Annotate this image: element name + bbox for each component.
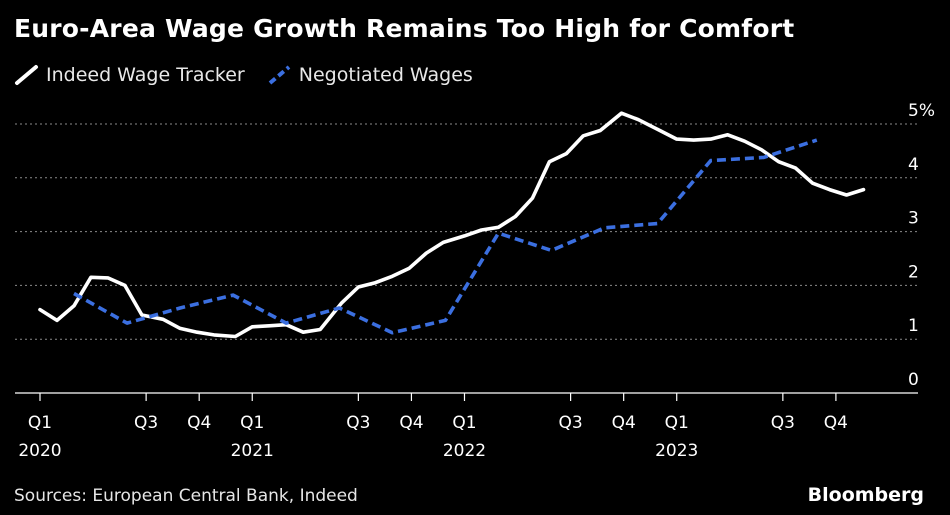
y-tick-label-3: 3 (908, 209, 919, 229)
x-tick-label-11: Q4 (824, 413, 848, 433)
y-tick-label-2: 2 (908, 262, 919, 282)
x-year-label-2022: 2022 (443, 441, 486, 461)
x-tick-label-2: Q4 (187, 413, 211, 433)
legend-item-negotiated: Negotiated Wages (267, 64, 473, 86)
legend-swatch-dashed (268, 65, 291, 85)
series-line-negotiated-wages (73, 138, 818, 335)
legend: Indeed Wage Tracker Negotiated Wages (14, 64, 495, 86)
x-year-label-2021: 2021 (231, 441, 274, 461)
legend-swatch-solid (15, 65, 38, 85)
x-tick-label-7: Q3 (559, 413, 583, 433)
series-line-indeed-wage-tracker (38, 111, 866, 339)
y-tick-label-0: 0 (908, 370, 919, 390)
y-tick-label-1: 1 (908, 316, 919, 336)
legend-item-indeed: Indeed Wage Tracker (14, 64, 245, 86)
bloomberg-logo: Bloomberg (807, 484, 924, 506)
series-lines (38, 111, 866, 339)
chart-title: Euro-Area Wage Growth Remains Too High f… (14, 14, 795, 43)
x-tick-label-8: Q4 (612, 413, 636, 433)
x-tick-label-0: Q1 (28, 413, 52, 433)
source-note: Sources: European Central Bank, Indeed (14, 486, 358, 506)
y-tick-label-4: 4 (908, 155, 919, 175)
x-tick-label-3: Q1 (240, 413, 264, 433)
y-tick-label-5: 5% (908, 101, 935, 121)
legend-label-indeed: Indeed Wage Tracker (46, 64, 245, 86)
x-tick-label-4: Q3 (346, 413, 370, 433)
y-axis-labels: 0 1 2 3 4 5% (908, 101, 935, 390)
legend-label-negotiated: Negotiated Wages (298, 64, 473, 86)
x-tick-label-10: Q3 (771, 413, 795, 433)
x-year-label-2023: 2023 (655, 441, 698, 461)
x-tick-label-9: Q1 (665, 413, 689, 433)
x-tick-label-6: Q1 (452, 413, 476, 433)
x-year-label-2020: 2020 (18, 441, 61, 461)
x-tick-label-5: Q4 (399, 413, 423, 433)
x-tick-label-1: Q3 (134, 413, 158, 433)
x-axis: Q1 2020 Q3 Q4 Q1 2021 Q3 Q4 Q1 2022 Q3 Q4 Q1 2023 Q3 Q4 (18, 393, 848, 461)
